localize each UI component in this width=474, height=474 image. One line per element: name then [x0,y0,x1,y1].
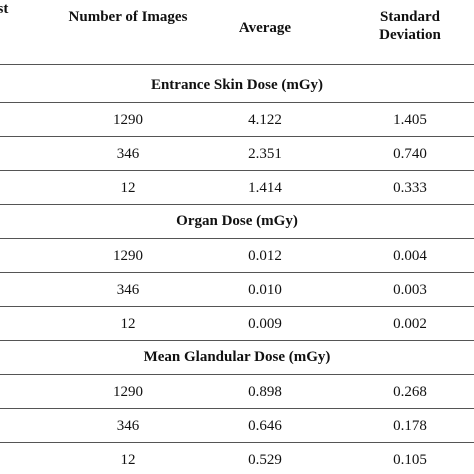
cell: 0.898 [248,384,282,400]
cell: 0.105 [393,452,427,468]
header-rule [0,64,474,65]
cell: 0.333 [393,180,427,196]
section-title: Entrance Skin Dose (mGy) [150,77,324,93]
header-cell: ast [0,1,9,17]
header-cell: Number of Images [68,9,188,25]
row-rule [0,136,474,137]
cell: 346 [116,282,140,298]
section-title: Organ Dose (mGy) [176,213,298,229]
cell: 0.004 [393,248,427,264]
row-rule [0,408,474,409]
cell: 12 [120,452,136,468]
header-cell: Average [238,20,292,36]
cell: 12 [120,180,136,196]
cell: 346 [116,418,140,434]
cell: 1.405 [393,112,427,128]
cell: 0.002 [393,316,427,332]
row-rule [0,102,474,103]
cell: 0.012 [248,248,282,264]
row-rule [0,306,474,307]
header-cell: Standard Deviation [379,9,441,43]
cell: 346 [116,146,140,162]
row-rule [0,272,474,273]
cell: 0.740 [393,146,427,162]
cell: 2.351 [248,146,282,162]
cell: 1290 [113,112,143,128]
cell: 1.414 [248,180,282,196]
cell: 0.178 [393,418,427,434]
cell: 0.268 [393,384,427,400]
cell: 0.010 [248,282,282,298]
cell: 1290 [113,384,143,400]
cell: 0.529 [248,452,282,468]
row-rule [0,204,474,205]
row-rule [0,374,474,375]
cell: 0.003 [393,282,427,298]
cell: 12 [120,316,136,332]
cell: 0.009 [248,316,282,332]
row-rule [0,170,474,171]
cell: 1290 [113,248,143,264]
cell: 4.122 [248,112,282,128]
row-rule [0,238,474,239]
cell: 0.646 [248,418,282,434]
section-title: Mean Glandular Dose (mGy) [143,349,331,365]
row-rule [0,442,474,443]
row-rule [0,340,474,341]
